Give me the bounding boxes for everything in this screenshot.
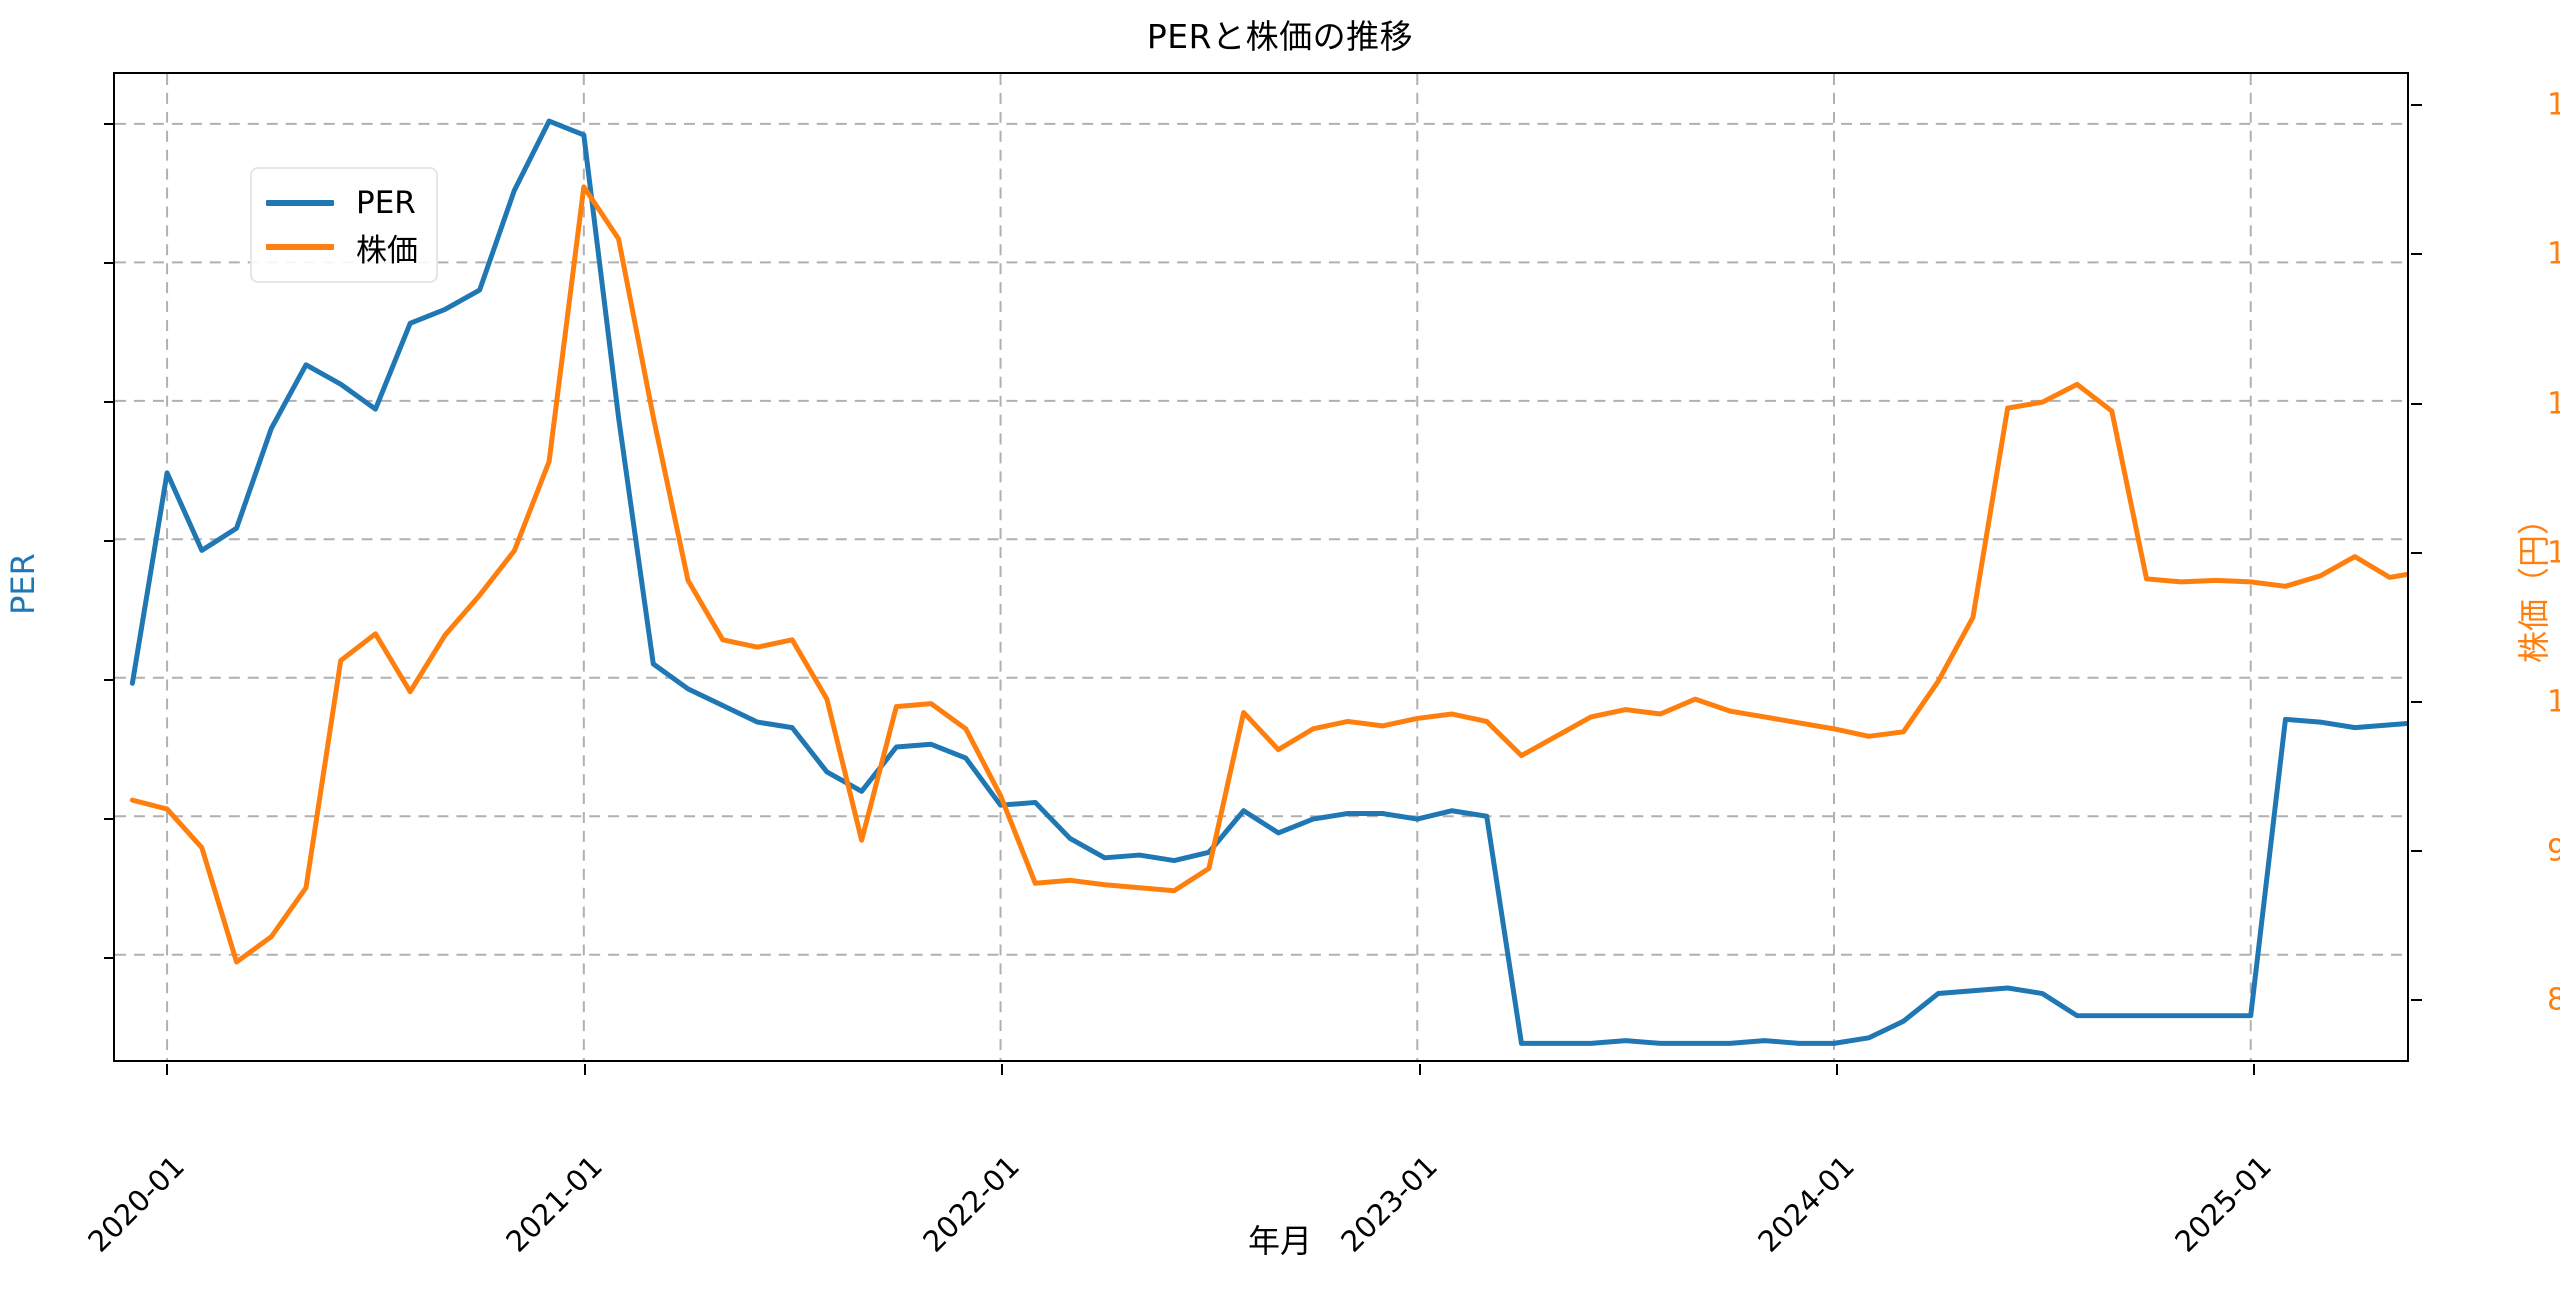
x-tick-mark — [1836, 1064, 1838, 1075]
x-tick-mark — [1418, 1064, 1421, 1075]
chart-figure: PERと株価の推移 PER 株価（円） 年月 10152025303540 80… — [3, 17, 2560, 1260]
y-left-tick-mark — [104, 818, 115, 821]
y-right-tick-label: 1100 — [2547, 535, 2560, 571]
y-right-tick-mark — [2411, 551, 2422, 554]
chart-legend[interactable]: PER 株価 — [250, 167, 438, 283]
legend-item-label: 株価 — [356, 232, 418, 269]
x-tick-mark — [1001, 1064, 1004, 1075]
legend-item-PER[interactable]: PER — [266, 181, 418, 225]
y-axis-left-label: PER — [3, 553, 42, 615]
y-left-tick-mark — [104, 679, 115, 682]
x-tick-mark — [166, 1064, 169, 1075]
series-lines — [129, 118, 2407, 1046]
y-left-tick-mark — [104, 262, 115, 265]
y-left-tick-mark — [104, 540, 115, 543]
legend-swatch-icon — [266, 244, 334, 250]
x-tick-mark — [583, 1064, 586, 1075]
legend-item-label: PER — [356, 185, 416, 221]
y-right-tick-mark — [2411, 998, 2422, 1001]
grid-lines — [115, 74, 2407, 1060]
y-left-tick-mark — [104, 957, 115, 960]
y-right-tick-mark — [2411, 700, 2422, 703]
y-right-tick-label: 1400 — [2547, 87, 2560, 123]
y-right-tick-mark — [2411, 253, 2422, 256]
chart-title: PERと株価の推移 — [1146, 17, 1414, 56]
y-right-tick-mark — [2411, 104, 2422, 107]
y-right-tick-mark — [2411, 849, 2422, 852]
y-right-tick-label: 1000 — [2547, 684, 2560, 720]
plot-area: 10152025303540 8009001000110012001300140… — [82, 72, 2560, 1259]
series-line-PER — [129, 118, 2407, 1046]
series-line-株価 — [129, 184, 2407, 965]
legend-swatch-icon — [266, 200, 334, 206]
x-tick-mark — [2253, 1064, 2256, 1075]
y-right-tick-mark — [2411, 402, 2422, 405]
y-right-tick-label: 900 — [2547, 833, 2560, 869]
y-right-tick-label: 1200 — [2547, 386, 2560, 421]
y-left-tick-mark — [104, 401, 115, 404]
y-axis-right-label: 株価（円） — [2515, 502, 2554, 664]
y-right-tick-label: 800 — [2547, 982, 2560, 1018]
legend-item-株価[interactable]: 株価 — [266, 225, 418, 269]
y-left-tick-mark — [104, 123, 115, 126]
x-axis-label: 年月 — [1247, 1222, 1312, 1260]
y-right-tick-label: 1300 — [2547, 236, 2560, 272]
